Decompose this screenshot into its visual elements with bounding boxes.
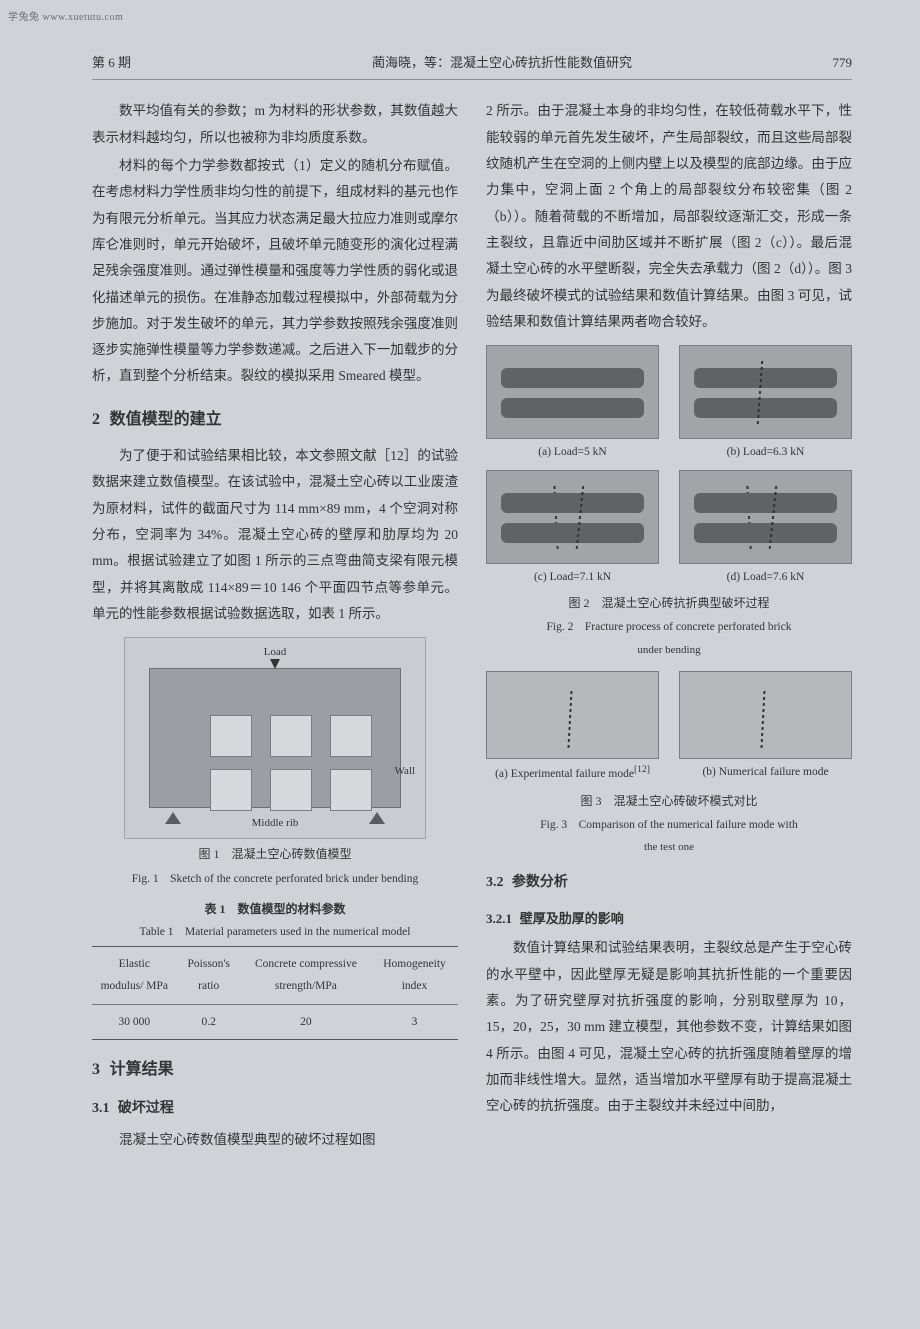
fig3-a-text: (a) Experimental failure mode: [495, 768, 634, 780]
fig1-hole: [210, 769, 252, 811]
para: 数值计算结果和试验结果表明，主裂纹总是产生于空心砖的水平壁中，因此壁厚无疑是影响…: [486, 935, 852, 1119]
page-number: 779: [792, 50, 852, 75]
body-columns: 数平均值有关的参数；m 为材料的形状参数，其数值越大表示材料越均匀，所以也被称为…: [92, 98, 852, 1278]
table1-title-en: Table 1 Material parameters used in the …: [92, 921, 458, 943]
fig3-b-caption: (b) Numerical failure mode: [679, 761, 852, 783]
para: 为了便于和试验结果相比较，本文参照文献［12］的试验数据来建立数值模型。在该试验…: [92, 443, 458, 627]
subsubsection-heading: 3.2.1 壁厚及肋厚的影响: [486, 906, 852, 931]
fig1-caption-cn: 图 1 混凝土空心砖数值模型: [92, 843, 458, 866]
subsection-heading: 3.1 破坏过程: [92, 1095, 458, 1122]
fig1-hole: [210, 715, 252, 757]
fig3-caption-en: Fig. 3 Comparison of the numerical failu…: [486, 814, 852, 836]
fig3-a-img: [486, 671, 659, 759]
fig2-caption-cn: 图 2 混凝土空心砖抗折典型破坏过程: [486, 592, 852, 615]
fig3-caption-en2: the test one: [486, 837, 852, 858]
section-title: 计算结果: [110, 1061, 174, 1078]
cell: 0.2: [177, 1004, 241, 1039]
section-title: 数值模型的建立: [110, 411, 222, 428]
table1-title-cn: 表 1 数值模型的材料参数: [92, 898, 458, 921]
fig1-hole: [270, 769, 312, 811]
fig1-hole: [270, 715, 312, 757]
fig2-caption-en: Fig. 2 Fracture process of concrete perf…: [486, 616, 852, 638]
subsection-title: 破坏过程: [118, 1101, 174, 1116]
figure-2: (a) Load=5 kN (b) Load=6.3 kN (c) Load=7…: [486, 345, 852, 661]
para: 材料的每个力学参数都按式（1）定义的随机分布赋值。在考虑材料力学性质非均匀性的前…: [92, 153, 458, 390]
para: 混凝土空心砖数值模型典型的破坏过程如图: [92, 1127, 458, 1153]
scan-page: 学兔兔 www.xuetutu.com 第 6 期 蔺海晓，等：混凝土空心砖抗折…: [0, 0, 920, 1329]
subsection-heading: 3.2 参数分析: [486, 869, 852, 896]
table-row: 30 000 0.2 20 3: [92, 1004, 458, 1039]
fig3-a-caption: (a) Experimental failure mode[12]: [486, 761, 659, 785]
fig2-caption-en2: under bending: [486, 640, 852, 661]
fig1-sketch: Load Wall Middle rib: [124, 637, 426, 839]
figure-3: (a) Experimental failure mode[12] (b) Nu…: [486, 671, 852, 859]
fig1-label-load: Load: [264, 642, 287, 663]
para: 数平均值有关的参数；m 为材料的形状参数，其数值越大表示材料越均匀，所以也被称为…: [92, 98, 458, 151]
cell: 3: [371, 1004, 458, 1039]
fig3-b-img: [679, 671, 852, 759]
subsection-number: 3.2: [486, 875, 504, 890]
fig1-label-wall: Wall: [395, 761, 416, 782]
fig1-hole: [330, 769, 372, 811]
fig1-support: [369, 812, 385, 824]
fig1-support: [165, 812, 181, 824]
fig2-b-img: [679, 345, 852, 439]
subsubsection-title: 壁厚及肋厚的影响: [520, 911, 624, 926]
table-1: Elastic modulus/ MPa Poisson's ratio Con…: [92, 946, 458, 1040]
running-title: 蔺海晓，等：混凝土空心砖抗折性能数值研究: [212, 50, 792, 75]
subsubsection-number: 3.2.1: [486, 911, 512, 926]
section-heading: 3 计算结果: [92, 1054, 458, 1085]
fig2-d-img: [679, 470, 852, 564]
fig2-a-img: [486, 345, 659, 439]
section-number: 2: [92, 411, 100, 428]
fig1-label-midrib: Middle rib: [252, 813, 299, 834]
issue-label: 第 6 期: [92, 50, 212, 75]
fig2-d-caption: (d) Load=7.6 kN: [679, 566, 852, 588]
col-compressive: Concrete compressive strength/MPa: [241, 946, 371, 1004]
col-homogeneity: Homogeneity index: [371, 946, 458, 1004]
cell: 30 000: [92, 1004, 177, 1039]
section-number: 3: [92, 1061, 100, 1078]
section-heading: 2 数值模型的建立: [92, 404, 458, 435]
table-1-block: 表 1 数值模型的材料参数 Table 1 Material parameter…: [92, 898, 458, 1040]
fig2-a-caption: (a) Load=5 kN: [486, 441, 659, 463]
fig2-b-caption: (b) Load=6.3 kN: [679, 441, 852, 463]
col-poisson: Poisson's ratio: [177, 946, 241, 1004]
fig3-caption-cn: 图 3 混凝土空心砖破坏模式对比: [486, 790, 852, 813]
watermark: 学兔兔 www.xuetutu.com: [8, 8, 123, 28]
figure-1: Load Wall Middle rib 图 1 混凝土空心砖数值模型 Fig.…: [92, 637, 458, 890]
fig1-hole: [330, 715, 372, 757]
subsection-number: 3.1: [92, 1101, 110, 1116]
fig2-c-img: [486, 470, 659, 564]
fig3-grid: (a) Experimental failure mode[12] (b) Nu…: [486, 671, 852, 785]
para: 2 所示。由于混凝土本身的非均匀性，在较低荷载水平下，性能较弱的单元首先发生破坏…: [486, 98, 852, 335]
fig2-grid: (a) Load=5 kN (b) Load=6.3 kN (c) Load=7…: [486, 345, 852, 588]
fig3-a-ref: [12]: [634, 764, 650, 775]
fig1-beam: [149, 668, 401, 808]
col-elastic-modulus: Elastic modulus/ MPa: [92, 946, 177, 1004]
cell: 20: [241, 1004, 371, 1039]
fig2-c-caption: (c) Load=7.1 kN: [486, 566, 659, 588]
fig1-caption-en: Fig. 1 Sketch of the concrete perforated…: [92, 868, 458, 890]
running-header: 第 6 期 蔺海晓，等：混凝土空心砖抗折性能数值研究 779: [92, 50, 852, 80]
subsection-title: 参数分析: [512, 875, 568, 890]
table-header-row: Elastic modulus/ MPa Poisson's ratio Con…: [92, 946, 458, 1004]
